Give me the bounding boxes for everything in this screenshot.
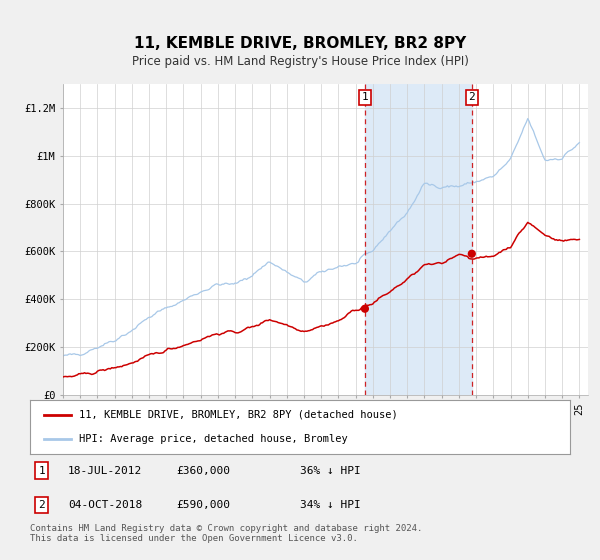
Text: 1: 1 [38,465,45,475]
Text: Contains HM Land Registry data © Crown copyright and database right 2024.
This d: Contains HM Land Registry data © Crown c… [30,524,422,543]
Text: £590,000: £590,000 [176,500,230,510]
Point [467,249,476,258]
Bar [365,84,472,395]
Point [360,304,370,313]
Text: 18-JUL-2012: 18-JUL-2012 [68,465,142,475]
Text: 04-OCT-2018: 04-OCT-2018 [68,500,142,510]
Text: £360,000: £360,000 [176,465,230,475]
Text: HPI: Average price, detached house, Bromley: HPI: Average price, detached house, Brom… [79,434,347,444]
Text: 1: 1 [362,92,368,102]
Text: 2: 2 [469,92,475,102]
Text: 11, KEMBLE DRIVE, BROMLEY, BR2 8PY (detached house): 11, KEMBLE DRIVE, BROMLEY, BR2 8PY (deta… [79,410,397,420]
Text: Price paid vs. HM Land Registry's House Price Index (HPI): Price paid vs. HM Land Registry's House … [131,55,469,68]
Text: 36% ↓ HPI: 36% ↓ HPI [300,465,361,475]
Text: 34% ↓ HPI: 34% ↓ HPI [300,500,361,510]
Text: 2: 2 [38,500,45,510]
Text: 11, KEMBLE DRIVE, BROMLEY, BR2 8PY: 11, KEMBLE DRIVE, BROMLEY, BR2 8PY [134,36,466,52]
